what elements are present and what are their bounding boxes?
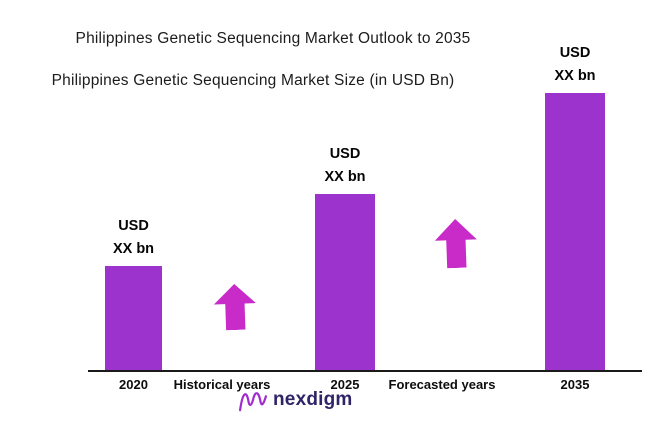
nexdigm-wave-icon xyxy=(238,392,268,412)
chart-subtitle: Philippines Genetic Sequencing Market Si… xyxy=(51,72,455,89)
bar-2020 xyxy=(105,266,162,370)
bar-value-label-2020-line1: USD xyxy=(118,218,149,235)
bar-value-label-2035: USD XX bn xyxy=(554,42,595,87)
x-axis-line xyxy=(88,370,642,372)
bar-value-label-2035-line2: XX bn xyxy=(554,67,596,84)
bar-value-label-2020: USD XX bn xyxy=(113,215,154,260)
nexdigm-wordmark: nexdigm xyxy=(273,389,353,410)
bar-group-2025: USD XX bn xyxy=(315,143,375,370)
forecasted-years-label: Forecasted years xyxy=(388,377,496,392)
bar-value-label-2025: USD XX bn xyxy=(324,143,365,188)
nexdigm-logo: nexdigm xyxy=(238,388,353,412)
bar-group-2020: USD XX bn xyxy=(105,215,162,370)
up-arrow-icon-historical xyxy=(213,283,257,330)
bar-group-2035: USD XX bn xyxy=(545,42,605,370)
bar-value-label-2025-line1: USD xyxy=(329,146,361,163)
bar-2025 xyxy=(315,194,375,370)
chart-title: Philippines Genetic Sequencing Market Ou… xyxy=(75,30,471,47)
x-axis-label-2020: 2020 xyxy=(119,377,148,392)
bar-value-label-2035-line1: USD xyxy=(559,45,591,62)
x-axis-label-2025: 2025 xyxy=(330,377,360,392)
bar-value-label-2020-line2: XX bn xyxy=(112,240,155,257)
historical-years-label: Historical years xyxy=(173,377,271,392)
bar-2035 xyxy=(545,93,605,370)
up-arrow-icon-forecast xyxy=(434,218,478,268)
bar-value-label-2025-line2: XX bn xyxy=(324,168,366,185)
x-axis-label-2035: 2035 xyxy=(560,377,590,392)
